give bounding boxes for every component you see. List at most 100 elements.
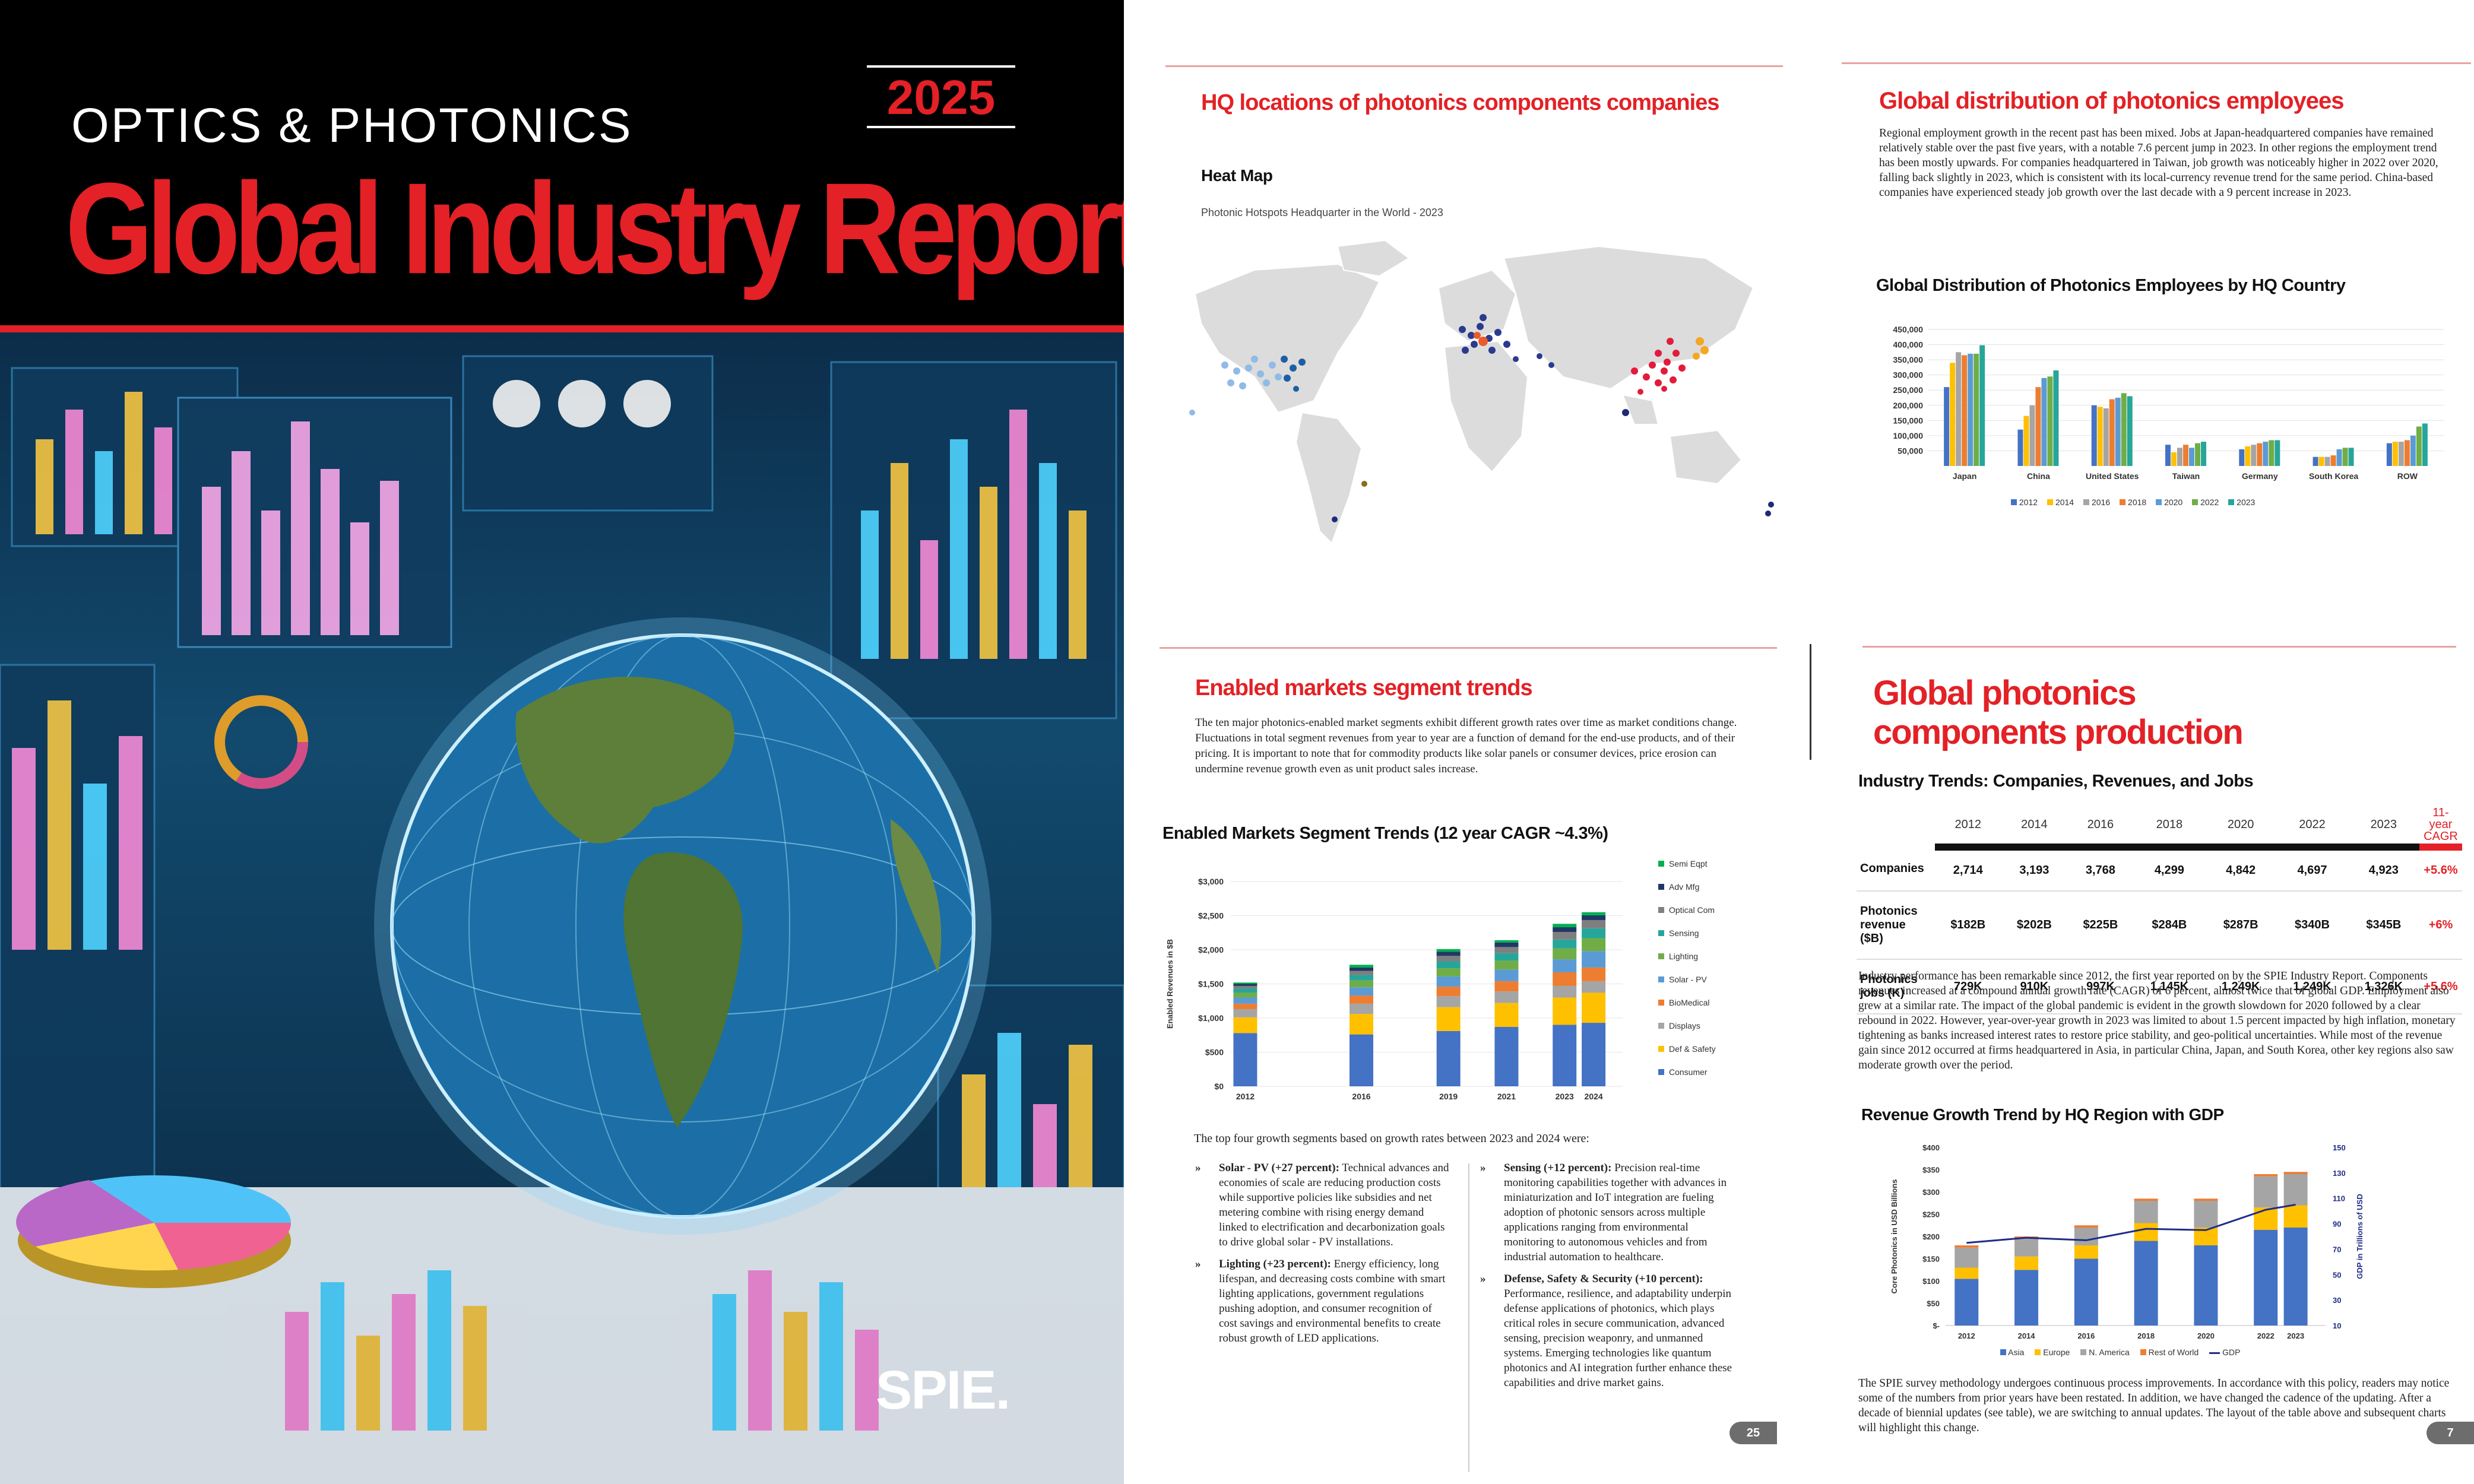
y-axis-label: Enabled Revenues in $B [1165, 939, 1174, 1029]
bar-segment [2074, 1225, 2098, 1228]
bar [2023, 416, 2029, 466]
legend-item: 2022 [2192, 497, 2219, 507]
cover-header [0, 0, 1124, 326]
production-heading-line2: components production [1873, 713, 2244, 751]
bar-segment [2254, 1229, 2278, 1326]
bar [2324, 456, 2330, 466]
bar [2257, 443, 2263, 466]
table-row: Photonics revenue ($B) $182B $202B $225B… [1857, 891, 2462, 960]
cell: $345B [2348, 891, 2419, 960]
bar-segment [1436, 968, 1461, 976]
heat-map [1189, 239, 1774, 544]
bar-segment [1955, 1279, 1979, 1326]
bar [2053, 370, 2059, 466]
production-text: Industry performance has been remarkable… [1858, 970, 2456, 1071]
cell-cagr: +5.6% [2419, 847, 2462, 892]
bar [2177, 448, 2182, 466]
x-tick-label: 2021 [1497, 1092, 1516, 1101]
bar [2318, 456, 2324, 466]
bar-segment [2074, 1228, 2098, 1245]
employees-heading: Global distribution of photonics employe… [1879, 88, 2344, 114]
bar-segment [1233, 1009, 1257, 1017]
bullet-marker: » [1480, 1162, 1486, 1174]
bar-segment [1494, 991, 1519, 1003]
legend-label: Def & Safety [1669, 1044, 1716, 1054]
swatch-displays [1658, 1023, 1664, 1029]
legend-item: Rest of World [2140, 1347, 2199, 1357]
bullet-title: Sensing (+12 percent): [1504, 1162, 1612, 1174]
x-tick-label: 2024 [1585, 1092, 1603, 1101]
header-year: 2014 [2001, 804, 2068, 851]
y-tick-label: $250 [1922, 1210, 1940, 1219]
bar-segment [1436, 1007, 1461, 1031]
cell: $287B [2205, 891, 2277, 960]
y2-tick-label: 50 [2333, 1270, 2341, 1279]
cell: 1,249K [2205, 959, 2277, 1014]
legend-item: BioMedical [1658, 998, 1771, 1007]
swatch-solar-pv [1658, 976, 1664, 982]
bar [2275, 440, 2280, 466]
row-label: Photonics jobs (K) [1857, 959, 1935, 1014]
bar-segment [1350, 1003, 1373, 1014]
cell: 1,249K [2276, 959, 2348, 1014]
y-axis-label: Core Photonics in USD Billions [1890, 1179, 1899, 1294]
segments-chart: $3,000 $2,500 $2,000 $1,500 $1,000 $500 $0 Enab… [1165, 877, 1623, 1101]
x-tick-label: China [2027, 471, 2050, 481]
swatch-consumer [1658, 1069, 1664, 1075]
legend-label: 2014 [2055, 497, 2074, 507]
bar-segment [1436, 996, 1461, 1007]
header-year: 2018 [2133, 804, 2205, 851]
cell: 997K [2067, 959, 2134, 1014]
swatch-biomedical [1658, 1000, 1664, 1006]
cover-dashboard-graphics [0, 355, 1124, 1484]
legend-label: Optical Com [1669, 905, 1715, 915]
bar-segment [1233, 988, 1257, 993]
hq-markers [1189, 314, 1774, 522]
bar-segment [2134, 1241, 2158, 1326]
bar-segment [1955, 1247, 1979, 1268]
bar [2103, 408, 2109, 466]
cover-year: 2025 [886, 71, 996, 125]
bar-segment [1582, 912, 1606, 915]
bar-segment [1494, 942, 1519, 947]
y-tick-label: $100 [1922, 1277, 1940, 1286]
swatch-def-safety [1658, 1046, 1664, 1052]
y-tick-label: $200 [1922, 1232, 1940, 1241]
bar-segment [1553, 932, 1577, 940]
hq-rule [1165, 65, 1783, 67]
legend-item: Europe [2035, 1347, 2070, 1357]
cover-subtitle: OPTICS & PHOTONICS [71, 99, 633, 153]
x-tick-label: 2019 [1439, 1092, 1458, 1101]
bar [2410, 435, 2416, 466]
bar-segment [1436, 1030, 1461, 1086]
y-tick-label: $400 [1922, 1143, 1940, 1152]
legend-label: 2018 [2128, 497, 2147, 507]
bar-segment [1582, 967, 1606, 981]
bar-segment [2194, 1198, 2218, 1201]
legend-swatch [2000, 1349, 2006, 1355]
cell: 4,299 [2133, 847, 2205, 892]
x-tick-label: 2018 [2137, 1331, 2155, 1340]
bullets-left: » Solar - PV (+27 percent): Technical adv… [1195, 1160, 1450, 1353]
bar [2121, 393, 2127, 466]
legend-swatch [2209, 1352, 2220, 1354]
production-heading-line1: Global photonics [1873, 674, 2137, 712]
legend-label: 2022 [2200, 497, 2219, 507]
bullet-item: » Solar - PV (+27 percent): Technical adv… [1195, 1160, 1450, 1250]
x-tick-label: 2012 [1236, 1092, 1255, 1101]
legend-item: Lighting [1658, 952, 1771, 961]
bar-segment [1494, 1026, 1519, 1086]
legend-item: Optical Com [1658, 905, 1771, 915]
bar-segment [2074, 1258, 2098, 1326]
y2-tick-label: 30 [2333, 1296, 2341, 1305]
bar [2336, 449, 2342, 466]
bar-segment [2194, 1245, 2218, 1326]
bar-segment [1494, 969, 1519, 981]
globe-graphic [374, 617, 991, 1235]
employees-rule [1842, 62, 2471, 64]
bullet-text: Precision real-time monitoring capabilit… [1504, 1162, 1727, 1263]
cover-pie-graphic [16, 1175, 292, 1288]
x-tick-label: South Korea [2309, 471, 2358, 481]
bar [2127, 396, 2133, 466]
bullet-text: Technical advances and economies of scal… [1219, 1162, 1449, 1248]
